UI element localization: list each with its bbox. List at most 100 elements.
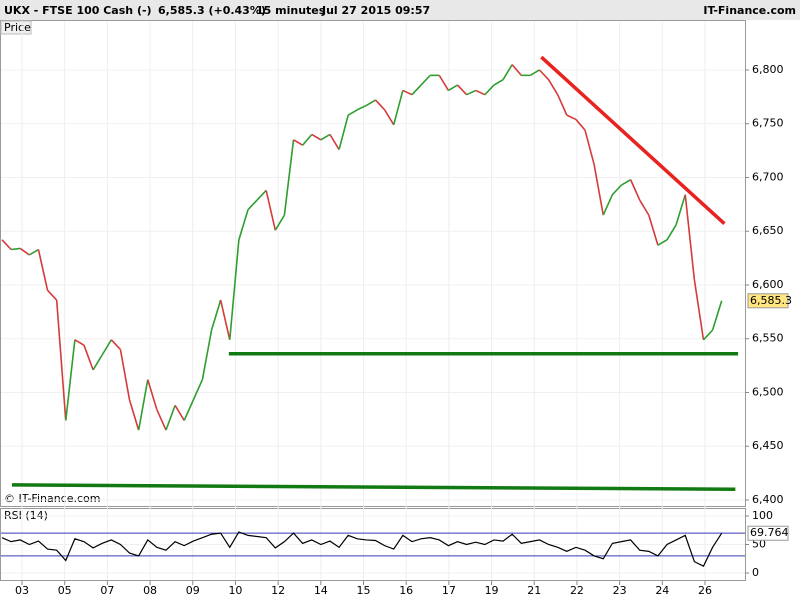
interval: 15 minutes xyxy=(256,4,326,17)
price-segment xyxy=(283,139,295,216)
price-segment xyxy=(146,379,158,410)
price-segment xyxy=(37,249,49,291)
price-segment xyxy=(356,104,367,111)
timestamp: Jul 27 2015 09:57 xyxy=(321,4,430,17)
price-segment xyxy=(19,247,30,256)
price-segment xyxy=(64,339,76,421)
header-bar xyxy=(0,0,800,20)
panel-label-box xyxy=(0,20,32,35)
price-segment xyxy=(529,69,540,77)
price-segment xyxy=(611,184,623,196)
y-tick-label: 6,550 xyxy=(752,332,784,345)
price-segment xyxy=(219,299,231,340)
trendline xyxy=(540,55,726,226)
price-segment xyxy=(365,99,376,107)
price-segment xyxy=(621,178,631,186)
price-segment xyxy=(83,344,94,371)
price-segment xyxy=(347,109,358,116)
price-segment xyxy=(475,89,486,96)
y-tick-label: 6,650 xyxy=(752,224,784,237)
price-segment xyxy=(228,239,240,340)
price-segment xyxy=(411,84,422,96)
y-tick-label: 6,700 xyxy=(752,170,784,183)
y-tick-label: 6,600 xyxy=(752,278,784,291)
plot-layer: 03 05 07 08 09 10 12 14 15 16 17 19 21 22 23 24 26 6,400 6… xyxy=(1,21,792,597)
price-segment xyxy=(702,329,714,341)
price-segment xyxy=(156,409,167,431)
x-tick-label: 17 xyxy=(442,584,456,597)
price-segment xyxy=(265,190,277,231)
price-segment xyxy=(556,94,568,116)
price-panel-title: Price xyxy=(4,21,31,34)
price-segment xyxy=(566,114,577,121)
price-segment xyxy=(165,405,176,431)
price-segment xyxy=(538,69,550,81)
price-segment xyxy=(1,239,12,251)
x-tick-label: 19 xyxy=(485,584,499,597)
price-segment xyxy=(693,279,705,340)
price-segment xyxy=(484,84,495,96)
price-segment xyxy=(320,133,331,141)
x-tick-label: 10 xyxy=(228,584,242,597)
price-segment xyxy=(392,90,404,126)
price-segment xyxy=(447,84,458,92)
copyright: © IT-Finance.com xyxy=(4,492,101,505)
x-tick-label: 03 xyxy=(15,584,29,597)
x-tick-label: 22 xyxy=(570,584,584,597)
price-segment xyxy=(46,289,58,301)
y-tick-label: 6,750 xyxy=(752,117,784,130)
price-segment xyxy=(201,329,213,380)
y-tick-label: 6,500 xyxy=(752,385,784,398)
y-tick-label: 100 xyxy=(752,509,773,522)
price-segment xyxy=(511,64,522,76)
price-segment xyxy=(402,89,413,96)
x-tick-label: 09 xyxy=(186,584,200,597)
price-segment xyxy=(302,133,313,146)
price-segment xyxy=(247,199,258,211)
price-segment xyxy=(11,247,21,251)
x-tick-label: 21 xyxy=(527,584,541,597)
price-segment xyxy=(311,133,322,141)
price-segment xyxy=(55,299,67,421)
y-tick-label: 6,400 xyxy=(752,493,784,506)
last-value-label: 69.764 xyxy=(750,526,789,539)
price-segment xyxy=(438,74,450,91)
price-segment xyxy=(183,399,195,421)
trendline xyxy=(12,483,736,491)
x-tick-label: 16 xyxy=(399,584,413,597)
x-tick-label: 08 xyxy=(143,584,157,597)
price-segment xyxy=(493,78,504,86)
x-tick-label: 07 xyxy=(100,584,114,597)
y-tick-label: 6,450 xyxy=(752,439,784,452)
quote: 6,585.3 (+0.43%) xyxy=(158,4,266,17)
x-tick-label: 12 xyxy=(271,584,285,597)
price-segment xyxy=(110,339,122,351)
price-segment xyxy=(210,299,222,331)
price-segment xyxy=(28,248,39,256)
y-tick-label: 0 xyxy=(752,566,759,579)
x-tick-label: 15 xyxy=(357,584,371,597)
price-segment xyxy=(675,194,687,226)
price-segment xyxy=(329,134,340,150)
last-value-label: 6,585.3 xyxy=(750,294,792,307)
price-segment xyxy=(684,194,696,280)
price-segment xyxy=(137,379,149,431)
price-segment xyxy=(575,118,586,131)
price-segment xyxy=(256,189,267,201)
price-segment xyxy=(602,194,614,216)
price-segment xyxy=(128,399,140,431)
price-segment xyxy=(338,114,349,150)
brand: IT-Finance.com xyxy=(703,4,796,17)
price-segment xyxy=(192,379,204,401)
x-tick-label: 24 xyxy=(655,584,669,597)
price-segment xyxy=(383,109,395,126)
price-segment xyxy=(456,84,468,96)
price-segment xyxy=(92,354,103,371)
price-segment xyxy=(711,300,723,331)
price-segment xyxy=(593,164,605,216)
price-segment xyxy=(174,404,185,421)
x-tick-label: 26 xyxy=(698,584,712,597)
symbol: UKX - FTSE 100 Cash (-) xyxy=(4,4,152,17)
x-tick-label: 14 xyxy=(314,584,328,597)
